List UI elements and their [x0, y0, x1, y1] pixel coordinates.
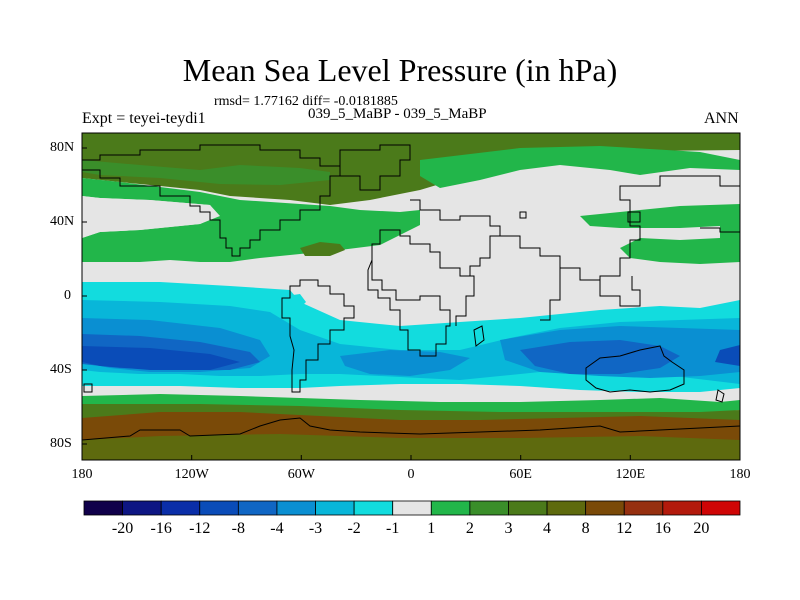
colorbar-swatch	[199, 500, 239, 516]
north-america-outline	[82, 144, 341, 257]
arctic-green-patch	[82, 160, 330, 185]
colorbar-label: 8	[581, 520, 590, 537]
colorbar-label: 2	[465, 520, 474, 537]
antarctica-outline	[82, 417, 740, 441]
lon-label-0: 0	[407, 467, 415, 482]
colorbar-swatch	[701, 500, 741, 516]
experiment-label: Expt = teyei-teydi1	[82, 110, 206, 127]
colorbar-swatch	[585, 500, 625, 516]
colorbar-label: -12	[189, 520, 211, 537]
colorbar-swatch	[276, 500, 316, 516]
colorbar-label: 3	[504, 520, 513, 537]
lat-label-40s: 40S	[50, 362, 72, 377]
rmsd-diff-text: rmsd= 1.77162 diff= -0.0181885	[214, 94, 398, 109]
lon-label-180w: 180	[71, 467, 93, 482]
south-america-cyan-patch	[286, 294, 306, 310]
antarctic-olive-patch	[82, 434, 740, 460]
colorbar-label: -20	[111, 520, 134, 537]
africa-outline	[367, 259, 475, 357]
lon-label-120e: 120E	[615, 467, 646, 482]
colorbar-label: 4	[543, 520, 552, 537]
south-deepblue-core	[715, 345, 740, 366]
lon-label-180e: 180	[729, 467, 751, 482]
colorbar-swatch	[623, 500, 664, 516]
lat-label-80n: 80N	[50, 140, 75, 155]
colorbar-swatch	[160, 500, 201, 516]
colorbar-label: -4	[270, 520, 284, 537]
colorbar-swatch	[662, 500, 702, 516]
colorbar-swatch	[469, 500, 509, 516]
new-zealand-outline	[715, 389, 725, 403]
colorbar-swatch	[315, 500, 355, 516]
colorbar-label: 20	[693, 520, 710, 537]
lon-label-60e: 60E	[509, 467, 532, 482]
colorbar-label: 16	[654, 520, 671, 537]
colorbar-label: -8	[231, 520, 246, 537]
season-label: ANN	[704, 110, 739, 127]
colorbar-swatch	[392, 500, 432, 516]
lat-label-80s: 80S	[50, 436, 72, 451]
eurasia-outline	[371, 175, 740, 321]
colorbar-label: -1	[386, 520, 400, 537]
colorbar	[83, 500, 741, 516]
greenland-outline	[339, 144, 411, 191]
south-deepblue-core	[520, 340, 680, 374]
colorbar-swatch	[430, 500, 471, 516]
north-green-band	[82, 178, 420, 262]
north-olive-patch	[300, 242, 345, 256]
lon-label-120w: 120W	[174, 467, 209, 482]
small-islands-outline	[83, 211, 641, 393]
colorbar-swatch	[353, 500, 394, 516]
colorbar-label: -16	[150, 520, 172, 537]
colorbar-swatch	[508, 500, 548, 516]
madagascar-outline	[473, 325, 485, 347]
case-label: 039_5_MaBP - 039_5_MaBP	[308, 106, 487, 122]
colorbar-swatch	[122, 500, 162, 516]
south-america-outline	[281, 279, 355, 393]
arctic-green-patch	[420, 146, 740, 188]
colorbar-label: 1	[427, 520, 436, 537]
colorbar-label: 12	[616, 520, 633, 537]
colorbar-swatch	[83, 500, 123, 516]
asia-east-outline	[580, 276, 641, 307]
colorbar-label: -3	[308, 520, 323, 537]
lat-label-40n: 40N	[50, 214, 75, 229]
colorbar-swatch	[237, 500, 278, 516]
north-pacific-green	[82, 196, 218, 238]
land-outline-layer	[82, 144, 740, 441]
south-blue-band	[340, 350, 470, 376]
colorbar-swatch	[546, 500, 587, 516]
lon-label-60w: 60W	[287, 467, 315, 482]
south-deepblue-core	[82, 346, 240, 370]
contour-fill-layer	[82, 133, 740, 460]
colorbar-label: -2	[347, 520, 361, 537]
australia-outline	[585, 345, 685, 393]
east-north-green	[580, 204, 740, 264]
lat-label-0: 0	[64, 288, 71, 303]
axis-ticks	[81, 147, 741, 460]
map-title: Mean Sea Level Pressure (in hPa)	[182, 52, 618, 88]
